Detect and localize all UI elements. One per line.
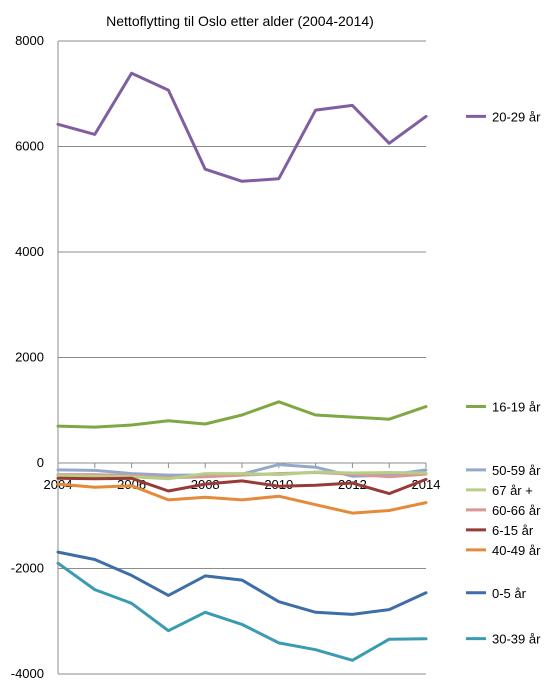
series-line-2 <box>56 400 428 429</box>
y-tick-label: -4000 <box>11 666 44 681</box>
series-line-5 <box>56 470 428 481</box>
legend-label: 30-39 år <box>492 632 541 647</box>
legend-label: 6-15 år <box>492 523 534 538</box>
series-lines <box>56 71 428 662</box>
series-line-9 <box>56 561 428 662</box>
y-tick-label: 2000 <box>15 350 44 365</box>
legend-label: 50-59 år <box>492 463 541 478</box>
series-line-8 <box>56 550 428 616</box>
legend-label: 16-19 år <box>492 400 541 415</box>
x-tick-label: 2010 <box>264 477 293 492</box>
legend-label: 0-5 år <box>492 586 527 601</box>
y-tick-label: 4000 <box>15 244 44 259</box>
series-line-6 <box>56 476 428 496</box>
legend-label: 40-49 år <box>492 543 541 558</box>
legend-label: 20-29 år <box>492 109 541 124</box>
legend: 20-29 år 16-19 år 50-59 år 67 år + 60-66 år 6… <box>466 109 541 647</box>
y-tick-label: 0 <box>37 455 44 470</box>
y-tick-label: -2000 <box>11 561 44 576</box>
series-line-1 <box>56 71 428 183</box>
y-tick-label: 8000 <box>15 33 44 48</box>
legend-label: 67 år + <box>492 483 533 498</box>
y-tick-label: 6000 <box>15 139 44 154</box>
chart-title: Nettoflytting til Oslo etter alder (2004… <box>106 13 374 29</box>
series-line-7 <box>56 482 428 515</box>
legend-label: 60-66 år <box>492 503 541 518</box>
